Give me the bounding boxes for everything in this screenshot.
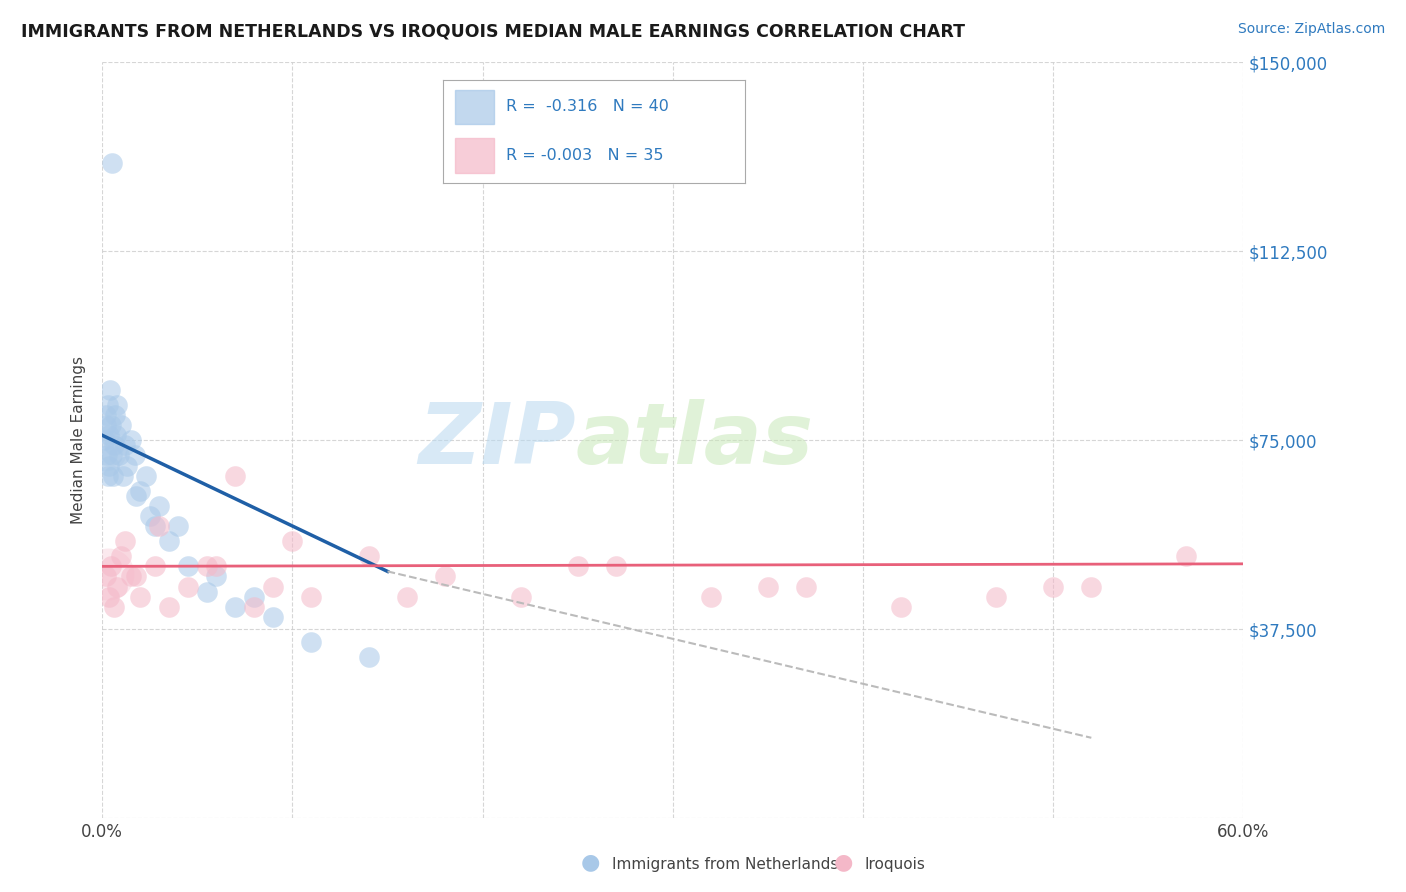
Point (145, 559, 167, 574)
Point (120, 569, 142, 583)
Point (129, 483, 152, 498)
Point (96, 468, 118, 483)
Point (301, 635, 323, 649)
Point (157, 599, 180, 614)
Point (124, 449, 146, 463)
Point (108, 449, 131, 463)
Point (94, 443, 117, 458)
Point (177, 559, 200, 574)
Point (94, 408, 117, 422)
Point (224, 468, 246, 483)
Point (100, 418, 122, 433)
Point (1175, 549, 1198, 564)
Point (112, 468, 135, 483)
Point (205, 569, 228, 583)
Point (110, 549, 132, 564)
Point (395, 590, 418, 604)
Point (97, 590, 120, 604)
Point (986, 590, 1008, 604)
Point (148, 519, 170, 533)
Point (224, 599, 246, 614)
Point (125, 569, 148, 583)
Point (103, 599, 125, 614)
Point (94, 569, 117, 583)
Text: ●: ● (834, 853, 853, 872)
Point (157, 534, 180, 549)
Point (103, 408, 125, 422)
Point (110, 418, 132, 433)
Point (567, 559, 589, 574)
Point (195, 584, 218, 599)
Point (262, 609, 284, 624)
Point (114, 438, 136, 452)
Point (177, 580, 200, 594)
Point (120, 434, 142, 448)
Point (97, 428, 120, 442)
Text: R =  -0.316   N = 40: R = -0.316 N = 40 (506, 99, 669, 114)
Point (103, 438, 125, 452)
Point (357, 549, 380, 564)
Text: Source: ZipAtlas.com: Source: ZipAtlas.com (1237, 22, 1385, 37)
Point (107, 580, 129, 594)
Point (135, 468, 157, 483)
Point (148, 499, 170, 513)
Y-axis label: Median Male Earnings: Median Male Earnings (72, 356, 86, 524)
Point (509, 590, 531, 604)
Text: Iroquois: Iroquois (865, 857, 925, 872)
Point (98, 383, 121, 397)
Point (605, 559, 627, 574)
Text: IMMIGRANTS FROM NETHERLANDS VS IROQUOIS MEDIAN MALE EARNINGS CORRELATION CHART: IMMIGRANTS FROM NETHERLANDS VS IROQUOIS … (21, 22, 965, 40)
Point (243, 590, 266, 604)
Point (1080, 580, 1102, 594)
Point (100, 449, 122, 463)
Point (94, 418, 117, 433)
Point (96, 449, 118, 463)
Text: ZIP: ZIP (418, 399, 576, 482)
Text: Immigrants from Netherlands: Immigrants from Netherlands (612, 857, 838, 872)
Text: atlas: atlas (576, 399, 814, 482)
Point (114, 534, 136, 549)
Point (107, 398, 129, 412)
Point (301, 590, 323, 604)
Point (433, 569, 456, 583)
Point (125, 489, 148, 503)
Point (756, 580, 779, 594)
Point (100, 156, 122, 170)
Bar (456, 89, 495, 124)
Point (94, 434, 117, 448)
Point (281, 534, 304, 549)
Point (262, 580, 284, 594)
Point (104, 428, 127, 442)
Point (100, 559, 122, 574)
Point (97, 398, 120, 412)
Point (1042, 580, 1064, 594)
Text: R = -0.003   N = 35: R = -0.003 N = 35 (506, 148, 664, 162)
Point (794, 580, 817, 594)
Point (243, 599, 266, 614)
Point (129, 590, 152, 604)
Point (167, 519, 190, 533)
Point (890, 599, 912, 614)
Point (357, 650, 380, 665)
Bar (456, 137, 495, 173)
Point (700, 590, 723, 604)
Point (145, 519, 167, 533)
Point (195, 559, 218, 574)
Point (139, 508, 162, 523)
Point (101, 468, 124, 483)
Point (98, 458, 121, 473)
Point (97, 566, 120, 581)
Text: ●: ● (581, 853, 600, 872)
Point (205, 559, 228, 574)
Point (115, 458, 138, 473)
